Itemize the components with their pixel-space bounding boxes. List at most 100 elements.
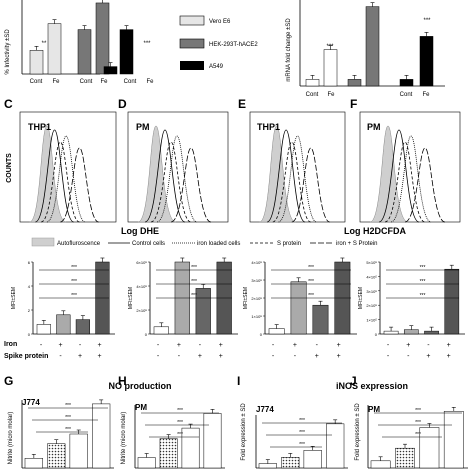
iron-sign: + bbox=[293, 342, 297, 349]
iron-sign: + bbox=[447, 342, 451, 349]
infectivity-group-cont: Cont bbox=[30, 79, 43, 85]
bottom-sig-star: *** bbox=[177, 420, 183, 426]
flow-curve bbox=[378, 129, 420, 223]
infectivity-bar bbox=[103, 66, 118, 75]
mrna-group-label: Cont bbox=[306, 92, 319, 98]
mfi-tick-label: 0 bbox=[375, 332, 378, 337]
infectivity-bar bbox=[119, 29, 134, 75]
flow-curve bbox=[384, 141, 426, 223]
bottom-sig-star: *** bbox=[415, 420, 421, 426]
iron-sign: - bbox=[79, 342, 82, 349]
flow-frame bbox=[19, 111, 117, 223]
mfi-sig-star: *** bbox=[191, 293, 197, 299]
bottom-cell-j: PM bbox=[368, 405, 380, 414]
flow-autofluor-peak bbox=[369, 125, 409, 223]
bottom-cell-i: J774 bbox=[256, 405, 274, 414]
treatment-table: Iron Spike protein bbox=[4, 341, 48, 360]
spike-sign: - bbox=[294, 353, 297, 360]
mfi-tick-label: 0 bbox=[260, 332, 263, 337]
mfi-tick-label: 2×10⁵ bbox=[366, 303, 377, 308]
bottom-bar bbox=[92, 403, 111, 469]
mfi-sig-star: *** bbox=[308, 279, 314, 285]
mfi-tick-label: 5×10⁵ bbox=[366, 260, 377, 265]
flow-curve bbox=[34, 129, 75, 223]
spike-sign: + bbox=[315, 353, 319, 360]
mfi-tick-label: 1×10⁵ bbox=[366, 318, 377, 323]
mfi-sig-star: *** bbox=[308, 265, 314, 271]
row-label-spike-text: Spike protein bbox=[4, 353, 48, 360]
legend-swatch-hek bbox=[179, 38, 205, 49]
mrna-bar bbox=[347, 79, 362, 87]
mrna-star-1: *** bbox=[326, 44, 334, 50]
iron-sign: + bbox=[177, 342, 181, 349]
flow-curve bbox=[170, 147, 212, 223]
iron-sign: + bbox=[406, 342, 410, 349]
bottom-ylabel-j: Fold expression ± SD bbox=[355, 403, 361, 461]
legend-sprotein: S protein bbox=[277, 241, 301, 247]
panel-letter-d: D bbox=[118, 97, 127, 111]
mfi-bar bbox=[153, 326, 169, 335]
panel-letter-c: C bbox=[4, 97, 13, 111]
flow-histograms bbox=[19, 111, 461, 223]
legend-label-a549: A549 bbox=[209, 64, 224, 70]
flow-autofluor-peak bbox=[259, 125, 296, 223]
flow-curve bbox=[156, 135, 198, 223]
legend-autofluor: Autofluroscence bbox=[57, 241, 101, 247]
spike-sign: + bbox=[447, 353, 451, 360]
flow-legend: Autofluroscence Control cells iron loade… bbox=[31, 237, 378, 247]
legend-label-hek: HEK-293T-hACE2 bbox=[209, 42, 258, 48]
bottom-bar bbox=[326, 423, 345, 469]
panel-letter-h: H bbox=[118, 374, 127, 388]
flow-curve bbox=[404, 147, 446, 223]
mrna-star-2: *** bbox=[423, 18, 431, 24]
mfi-sig-star: *** bbox=[420, 265, 426, 271]
bottom-bar bbox=[137, 457, 156, 469]
bottom-ylabel-g: Nitrite (micro molar) bbox=[8, 412, 14, 465]
bottom-cell-h: PM bbox=[135, 403, 147, 412]
legend-swatch-a549 bbox=[180, 61, 204, 70]
mfi-bar bbox=[75, 319, 90, 335]
iron-sign: - bbox=[40, 342, 43, 349]
mfi-sig-star: *** bbox=[71, 279, 77, 285]
mfi-tick-label: 3×10⁵ bbox=[366, 289, 377, 294]
mfi-tick-label: 4×10⁵ bbox=[366, 274, 377, 279]
flow-curve bbox=[150, 141, 192, 223]
bottom-bar bbox=[281, 457, 300, 469]
iron-sign: + bbox=[219, 342, 223, 349]
infectivity-bar bbox=[77, 29, 92, 75]
mfi-sig-star: *** bbox=[308, 293, 314, 299]
bottom-ylabel-h: Nitrite (micro molar) bbox=[121, 412, 127, 465]
mfi-ylabel: MFI±SEM bbox=[358, 287, 364, 309]
infectivity-chart: ** ***Cont Fe Cont Fe Cont Fe bbox=[21, 0, 154, 85]
infectivity-star-vero: ** bbox=[42, 41, 47, 47]
infectivity-group-cont-3: Cont bbox=[124, 79, 137, 85]
iron-sign: - bbox=[316, 342, 319, 349]
flow-curve bbox=[390, 135, 432, 223]
infectivity-bar bbox=[29, 50, 44, 75]
mfi-ylabel: MFI±SEM bbox=[128, 287, 134, 309]
legend-label-vero: Vero E6 bbox=[209, 19, 231, 25]
bottom-bar bbox=[69, 433, 88, 469]
mfi-sig-star: *** bbox=[71, 293, 77, 299]
bottom-sig-star: *** bbox=[299, 430, 305, 436]
bottom-sig-star: *** bbox=[299, 442, 305, 448]
bottom-bar bbox=[370, 460, 391, 469]
mfi-bar bbox=[424, 330, 439, 335]
mfi-bar bbox=[403, 329, 419, 335]
mrna-group-label: Fe bbox=[422, 92, 430, 98]
infectivity-group-cont-2: Cont bbox=[80, 79, 93, 85]
bottom-sig-star: *** bbox=[65, 427, 71, 433]
bottom-bar bbox=[303, 450, 322, 469]
flow-ylabel: COUNTS bbox=[6, 153, 13, 183]
flow-frame bbox=[127, 111, 229, 223]
spike-sign: + bbox=[198, 353, 202, 360]
mrna-bar bbox=[305, 79, 320, 87]
bottom-sig-star: *** bbox=[177, 408, 183, 414]
flow-curve bbox=[144, 129, 186, 223]
mfi-tick-label: 4×10⁵ bbox=[136, 284, 147, 289]
bottom-charts: *** *** *** *** *** *** *** *** *** *** *** *** bbox=[21, 399, 468, 469]
infectivity-group-fe-3: Fe bbox=[146, 79, 154, 85]
flow-name-f: PM bbox=[367, 122, 381, 132]
bottom-bar bbox=[24, 458, 43, 469]
bottom-bar bbox=[203, 413, 222, 469]
